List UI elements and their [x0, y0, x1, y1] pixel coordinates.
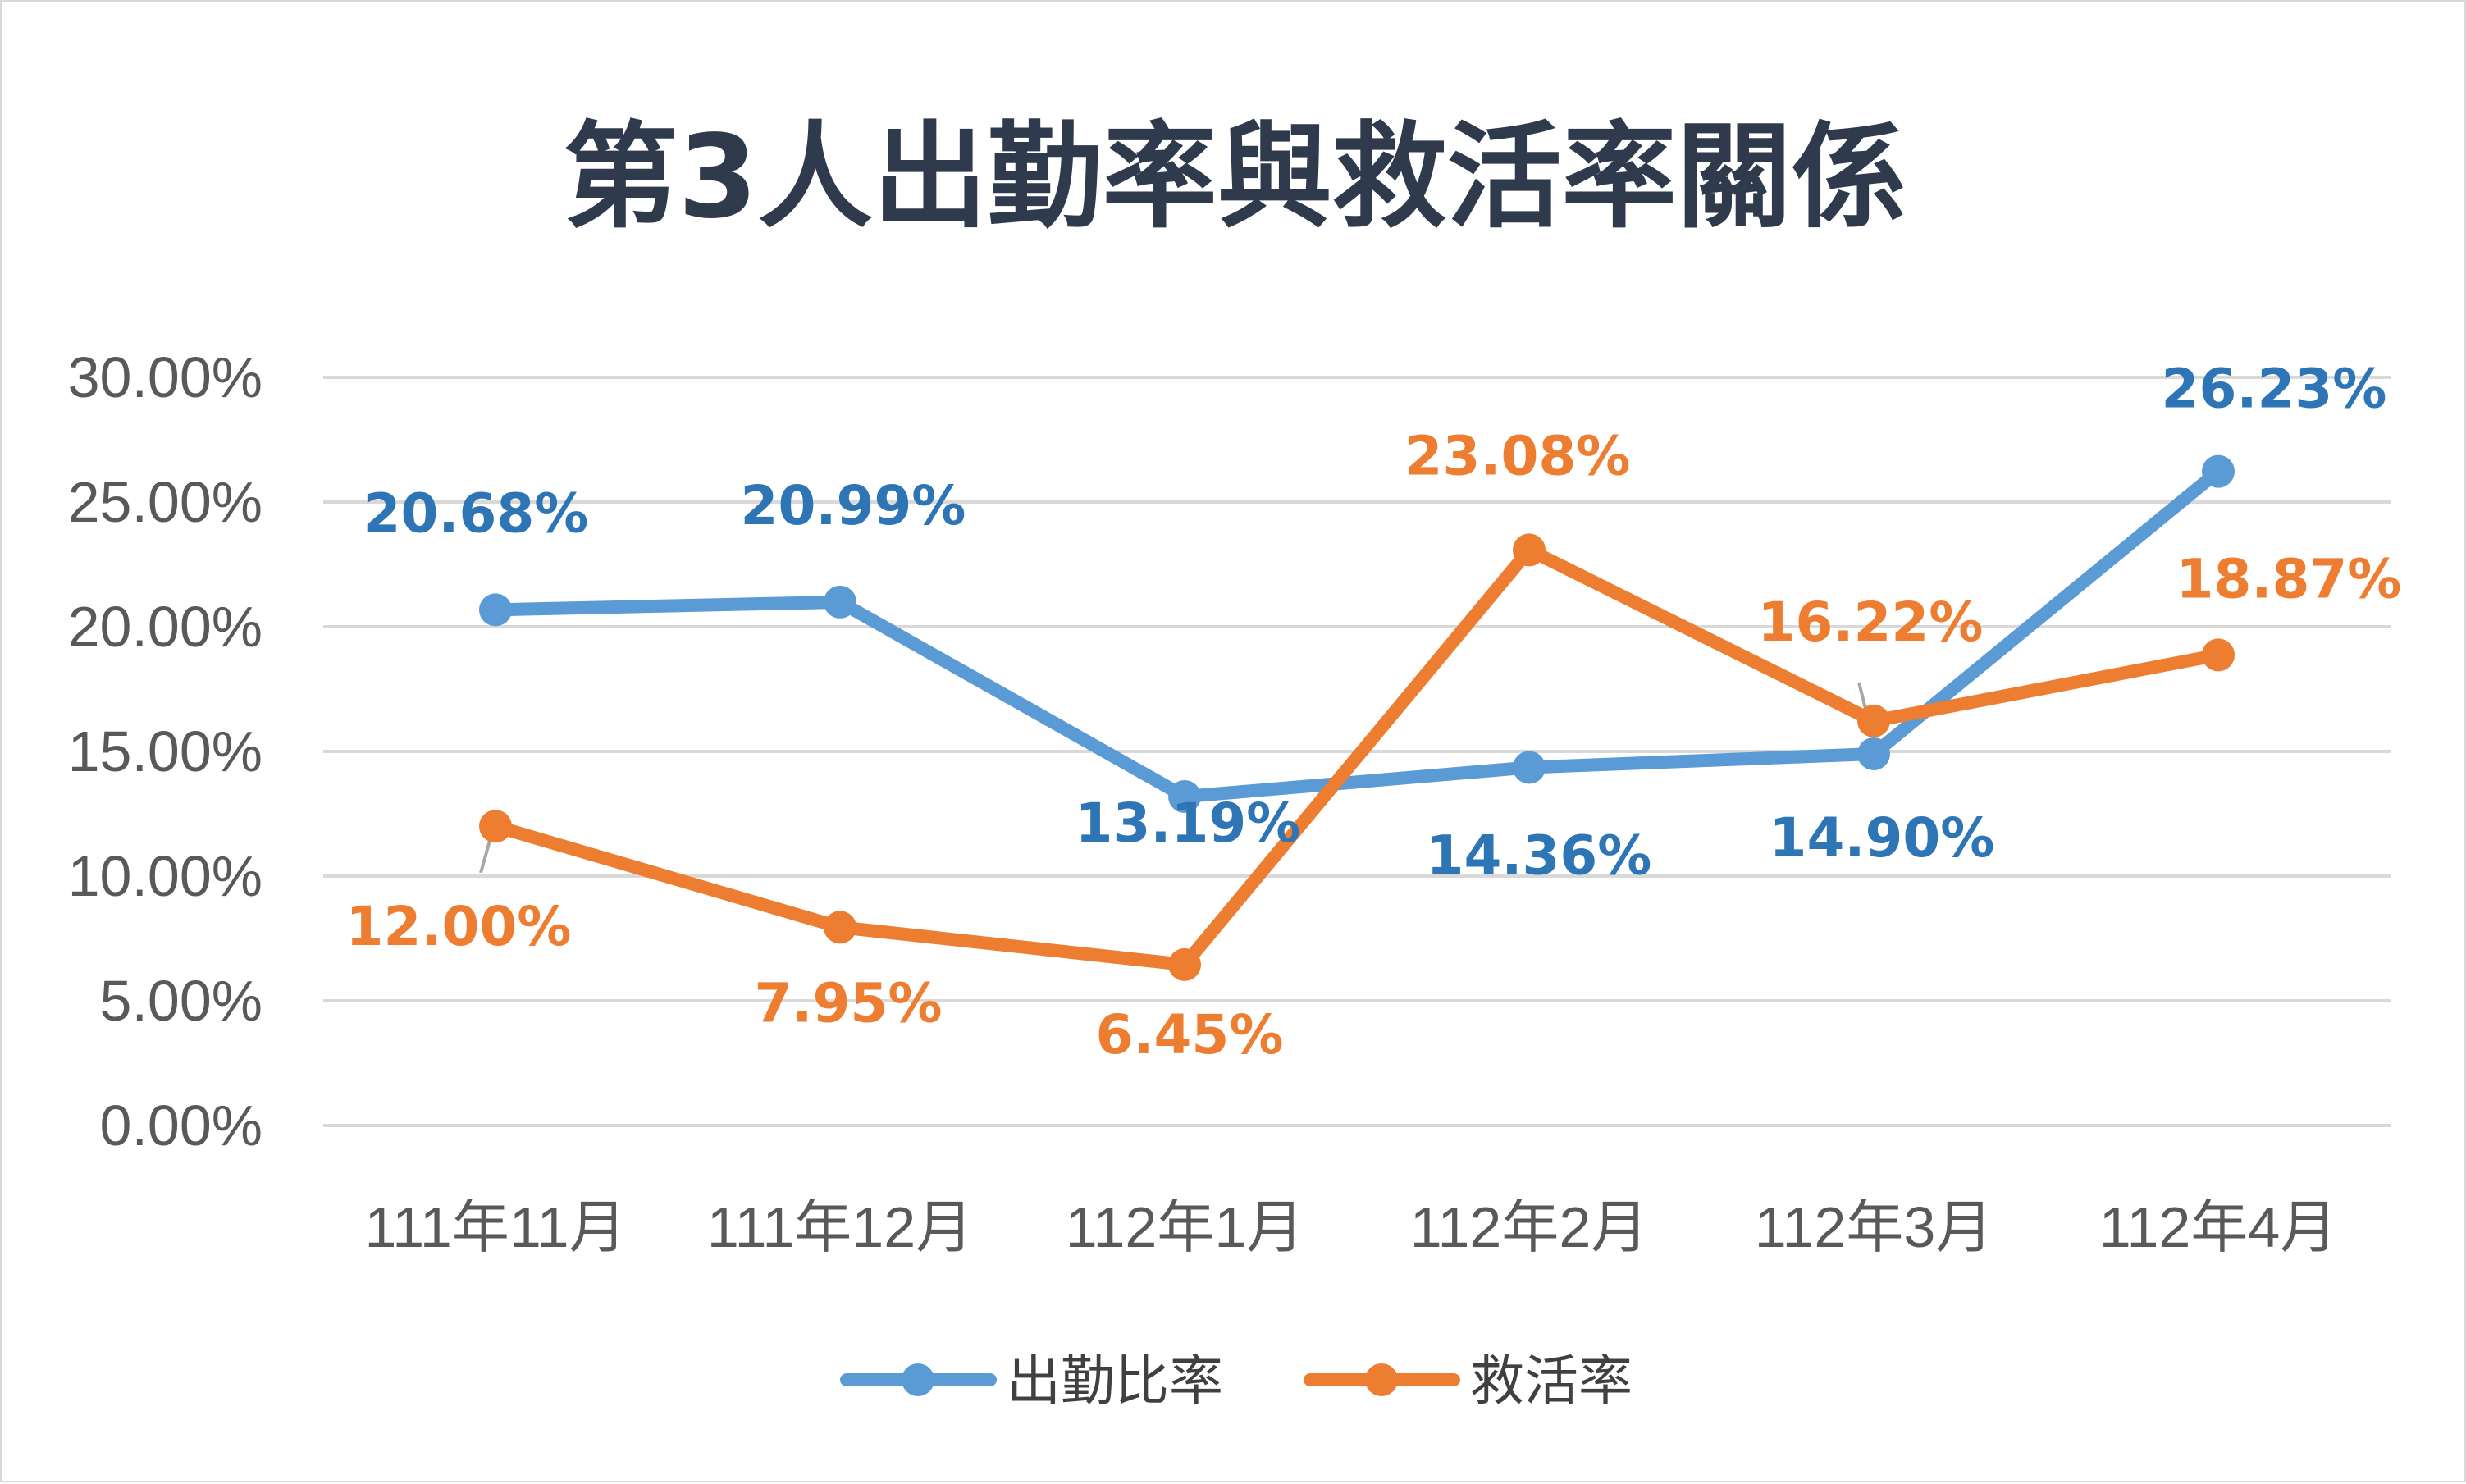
- data-point: [1513, 751, 1546, 784]
- y-tick-label: 10.00%: [68, 844, 263, 908]
- y-tick-label: 15.00%: [68, 719, 263, 783]
- x-tick-label: 112年1月: [1066, 1195, 1304, 1259]
- data-label: 16.22%: [1758, 591, 1984, 654]
- y-tick-label: 20.00%: [68, 595, 263, 659]
- data-label: 7.95%: [755, 971, 943, 1034]
- x-tick-label: 111年12月: [707, 1195, 973, 1259]
- data-label: 18.87%: [2176, 547, 2402, 610]
- x-tick-label: 111年11月: [364, 1195, 626, 1259]
- chart-title: 第3人出勤率與救活率關係: [563, 111, 1906, 244]
- data-label: 14.90%: [1770, 806, 1995, 870]
- data-label: 6.45%: [1096, 1003, 1284, 1066]
- y-tick-label: 0.00%: [100, 1094, 263, 1158]
- legend-label: 出勤比率: [1007, 1349, 1223, 1413]
- series-line-2: [489, 543, 2225, 971]
- data-point: [479, 810, 512, 843]
- data-point: [824, 911, 856, 944]
- series-lines: [479, 454, 2235, 981]
- y-tick-label: 25.00%: [68, 470, 263, 534]
- data-point: [1168, 947, 1201, 981]
- data-label: 20.68%: [363, 482, 589, 545]
- x-tick-label: 112年2月: [1410, 1195, 1649, 1259]
- legend-marker: [902, 1363, 934, 1396]
- data-point: [479, 593, 512, 627]
- data-label: 13.19%: [1075, 792, 1301, 855]
- data-point: [2202, 454, 2235, 488]
- legend-label: 救活率: [1470, 1349, 1633, 1413]
- legend-marker: [1365, 1363, 1398, 1396]
- legend: 出勤比率 救活率: [840, 1349, 1633, 1413]
- data-label: 26.23%: [2162, 358, 2387, 421]
- data-labels: 20.68% 20.99% 13.19% 14.36% 14.90% 26.23% 12.0…: [346, 358, 2402, 1066]
- data-label: 23.08%: [1405, 424, 1631, 487]
- data-point: [1513, 533, 1546, 567]
- data-label: 12.00%: [346, 895, 572, 958]
- y-tick-label: 5.00%: [100, 969, 263, 1033]
- data-label: 14.36%: [1427, 824, 1652, 887]
- y-tick-label: 30.00%: [68, 345, 263, 409]
- data-point: [824, 585, 856, 619]
- data-label: 20.99%: [741, 474, 966, 537]
- x-tick-label: 112年3月: [1755, 1195, 1993, 1259]
- y-axis-ticks: 0.00% 5.00% 10.00% 15.00% 20.00% 25.00% 30.00%: [68, 345, 263, 1158]
- x-tick-label: 112年4月: [2099, 1195, 2338, 1259]
- data-point: [2202, 638, 2235, 672]
- data-point: [1857, 704, 1890, 737]
- data-point: [1857, 737, 1890, 771]
- x-axis-ticks: 111年11月 111年12月 112年1月 112年2月 112年3月 112年4月: [364, 1195, 2337, 1259]
- data-point: [1168, 780, 1201, 814]
